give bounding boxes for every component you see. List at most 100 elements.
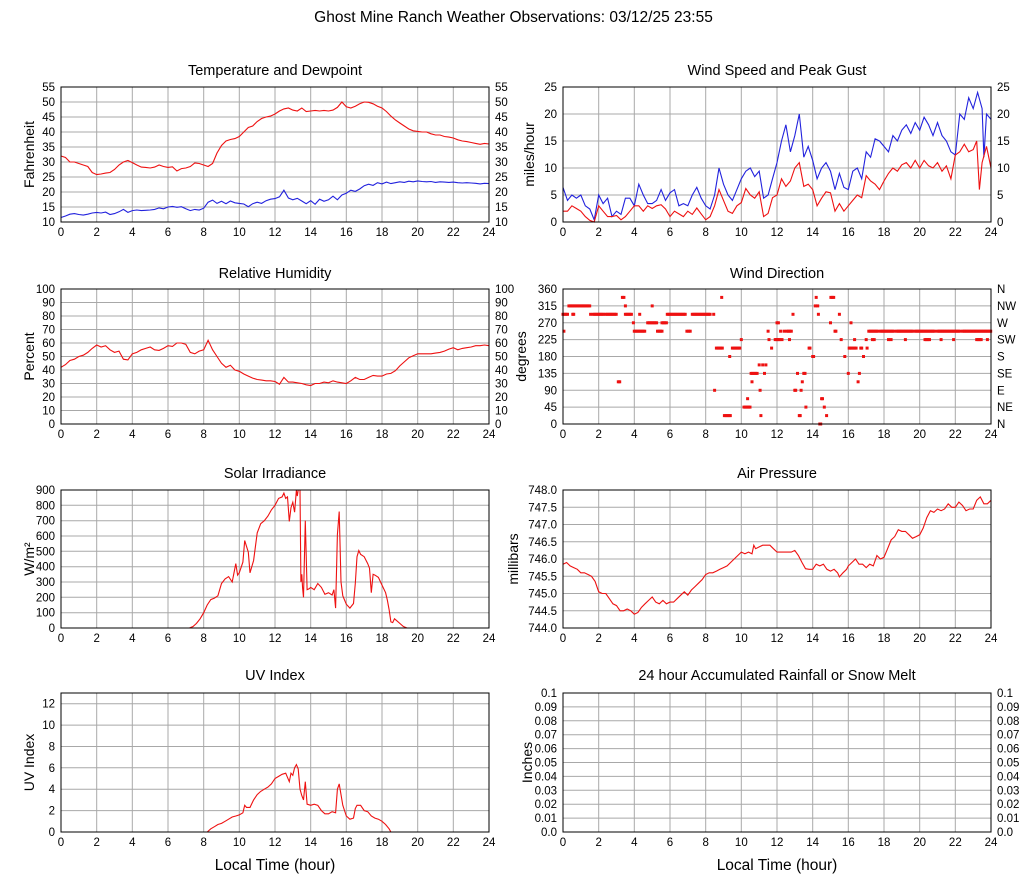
x-tick-label: 12 bbox=[771, 633, 784, 645]
x-tick-label: 14 bbox=[806, 633, 819, 645]
y-tick-label: 40 bbox=[42, 365, 55, 377]
x-tick-label: 2 bbox=[93, 633, 99, 645]
x-tick-label: 20 bbox=[913, 227, 926, 239]
x-tick-label: 24 bbox=[985, 633, 998, 645]
chart-title: Wind Direction bbox=[730, 266, 824, 282]
grid bbox=[60, 288, 490, 425]
x-tick-label: 22 bbox=[949, 227, 962, 239]
series-dewpoint bbox=[60, 180, 490, 219]
y-tick-label: 744.5 bbox=[528, 606, 557, 618]
y-tick-label-right: 25 bbox=[997, 82, 1010, 94]
x-tick-label: 8 bbox=[702, 429, 708, 441]
solar-irradiance-chart: Solar Irradiance010020030040050060070080… bbox=[21, 466, 496, 645]
x-tick-label: 6 bbox=[165, 227, 171, 239]
x-tick-label: 10 bbox=[233, 227, 246, 239]
grid bbox=[562, 692, 992, 833]
y-tick-label: 10 bbox=[42, 217, 55, 229]
series-pressure bbox=[562, 496, 992, 615]
grid bbox=[60, 693, 490, 833]
x-tick-label: 12 bbox=[771, 837, 784, 849]
y-tick-label: 500 bbox=[36, 546, 55, 558]
x-axis-label: Local Time (hour) bbox=[215, 857, 336, 874]
y-tick-label-right: 45 bbox=[495, 112, 508, 124]
x-tick-label: 24 bbox=[985, 837, 998, 849]
y-tick-label: 315 bbox=[538, 301, 557, 313]
x-tick-label: 18 bbox=[376, 429, 389, 441]
x-tick-label: 14 bbox=[304, 837, 317, 849]
y-tick-label-right: 10 bbox=[997, 163, 1010, 175]
y-tick-label-right: 60 bbox=[495, 338, 508, 350]
x-tick-label: 18 bbox=[376, 227, 389, 239]
x-tick-label: 10 bbox=[735, 429, 748, 441]
series-temperature bbox=[60, 101, 490, 176]
x-tick-label: 14 bbox=[806, 837, 819, 849]
y-tick-label: 0.04 bbox=[535, 771, 558, 783]
y-tick-label-right: 35 bbox=[495, 142, 508, 154]
x-tick-label: 22 bbox=[949, 837, 962, 849]
x-tick-label: 16 bbox=[842, 837, 855, 849]
x-tick-label: 4 bbox=[631, 227, 638, 239]
x-tick-label: 16 bbox=[340, 227, 353, 239]
y-tick-label: 0 bbox=[49, 827, 55, 839]
x-tick-label: 4 bbox=[631, 429, 638, 441]
y-tick-label: 55 bbox=[42, 82, 55, 94]
plot-border bbox=[562, 692, 992, 833]
y-tick-label-right: 0.08 bbox=[997, 716, 1019, 728]
x-tick-label: 2 bbox=[93, 429, 99, 441]
x-tick-label: 2 bbox=[93, 837, 99, 849]
grid bbox=[60, 489, 490, 629]
y-tick-label-right: 70 bbox=[495, 325, 508, 337]
y-tick-label-right: 5 bbox=[997, 190, 1003, 202]
y-tick-label: 700 bbox=[36, 516, 55, 528]
y-axis-label: UV Index bbox=[21, 734, 37, 792]
y-tick-label: 12 bbox=[42, 699, 55, 711]
x-tick-label: 22 bbox=[447, 837, 460, 849]
x-tick-label: 20 bbox=[411, 837, 424, 849]
x-tick-label: 6 bbox=[165, 429, 171, 441]
y-tick-label-right: 10 bbox=[495, 406, 508, 418]
x-tick-label: 22 bbox=[949, 429, 962, 441]
x-tick-label: 16 bbox=[340, 837, 353, 849]
x-tick-label: 2 bbox=[595, 837, 601, 849]
y-tick-label-right: W bbox=[997, 318, 1008, 330]
x-tick-label: 12 bbox=[269, 633, 282, 645]
x-tick-label: 2 bbox=[595, 227, 601, 239]
x-tick-label: 0 bbox=[560, 633, 566, 645]
y-tick-label: 0.05 bbox=[535, 758, 557, 770]
x-tick-label: 6 bbox=[667, 633, 673, 645]
y-tick-label-right: 0.05 bbox=[997, 758, 1019, 770]
y-tick-label-right: N bbox=[997, 284, 1005, 296]
y-tick-label-right: 0 bbox=[495, 419, 501, 431]
x-tick-label: 20 bbox=[411, 633, 424, 645]
y-tick-label: 40 bbox=[42, 127, 55, 139]
x-tick-label: 14 bbox=[806, 227, 819, 239]
x-tick-label: 16 bbox=[842, 429, 855, 441]
plot-border bbox=[562, 489, 992, 629]
plot-border bbox=[60, 692, 490, 833]
series-peak-gust bbox=[562, 90, 992, 222]
x-axis-label: Local Time (hour) bbox=[717, 857, 838, 874]
x-tick-label: 24 bbox=[985, 227, 998, 239]
y-tick-label: 6 bbox=[49, 763, 55, 775]
grid bbox=[562, 86, 992, 223]
x-tick-label: 20 bbox=[913, 429, 926, 441]
x-tick-label: 14 bbox=[304, 227, 317, 239]
y-tick-label: 4 bbox=[49, 784, 56, 796]
y-tick-label: 0 bbox=[49, 419, 55, 431]
y-tick-label: 20 bbox=[544, 109, 557, 121]
y-tick-label: 900 bbox=[36, 485, 55, 497]
series-humidity bbox=[60, 339, 490, 387]
x-tick-label: 10 bbox=[233, 837, 246, 849]
y-tick-label-right: 100 bbox=[495, 284, 514, 296]
x-tick-label: 16 bbox=[340, 429, 353, 441]
series-wind-speed bbox=[563, 140, 992, 223]
y-tick-label-right: 90 bbox=[495, 298, 508, 310]
x-tick-label: 0 bbox=[58, 633, 64, 645]
y-axis-label: miles/hour bbox=[521, 122, 537, 187]
chart-title: Relative Humidity bbox=[219, 266, 333, 282]
y-tick-label-right: 10 bbox=[495, 217, 508, 229]
x-tick-label: 8 bbox=[702, 227, 708, 239]
